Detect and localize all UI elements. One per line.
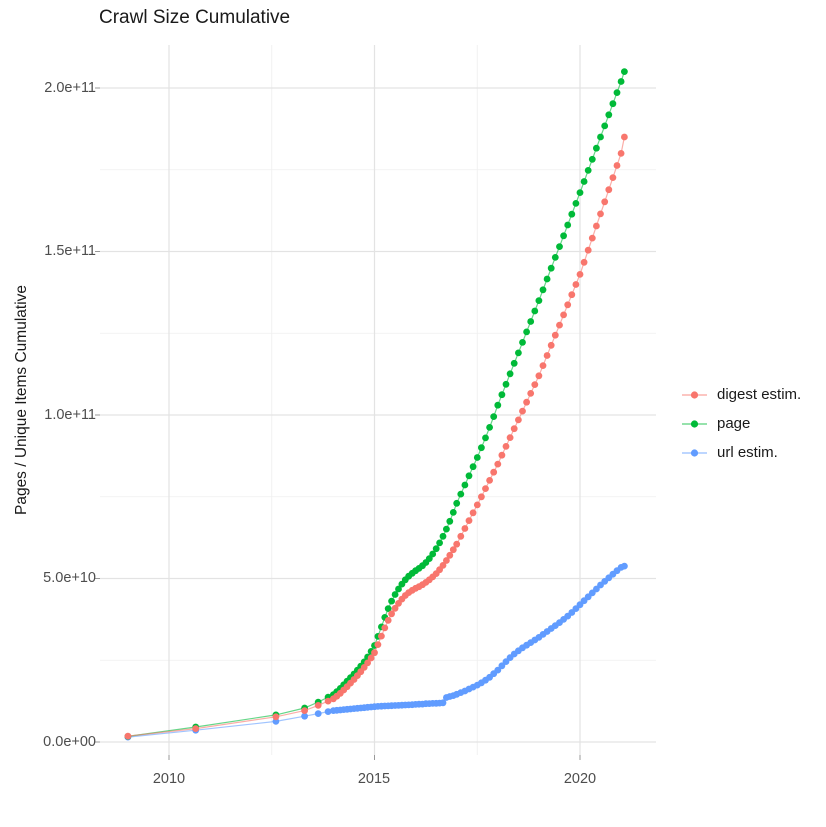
x-tick-label: 2015 xyxy=(357,771,391,787)
x-tick-label: 2020 xyxy=(563,771,597,787)
legend: digest estim. page url estim. xyxy=(681,380,801,467)
legend-label: url estim. xyxy=(717,444,778,461)
legend-entry-page: page xyxy=(681,409,801,438)
y-tick-label: 5.0e+10 xyxy=(43,570,96,586)
y-tick-label: 1.5e+11 xyxy=(44,243,96,259)
y-tick-label: 0.0e+00 xyxy=(43,734,96,750)
y-tick-label: 2.0e+11 xyxy=(44,80,96,96)
legend-label: page xyxy=(717,415,751,432)
legend-page-marker-icon xyxy=(682,419,707,428)
y-axis-title: Pages / Unique Items Cumulative xyxy=(13,284,30,516)
legend-digest-marker-icon xyxy=(682,390,707,399)
y-tick-label: 1.0e+11 xyxy=(44,407,96,423)
legend-entry-url: url estim. xyxy=(681,438,801,467)
x-tick-label: 2010 xyxy=(152,771,186,787)
legend-entry-digest: digest estim. xyxy=(681,380,801,409)
chart-title: Crawl Size Cumulative xyxy=(99,7,291,28)
legend-label: digest estim. xyxy=(717,386,802,403)
legend-url-marker-icon xyxy=(682,448,707,457)
